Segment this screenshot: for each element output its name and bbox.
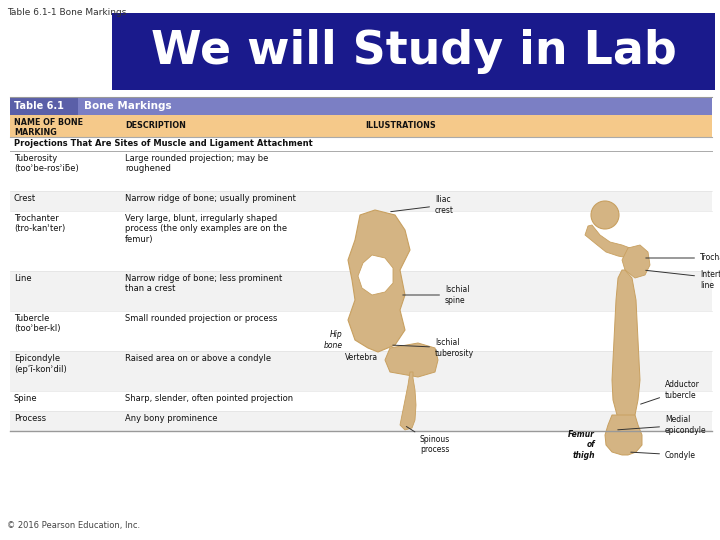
Bar [10, 351, 712, 391]
Text: Table 6.1-1 Bone Markings: Table 6.1-1 Bone Markings [7, 8, 127, 17]
Text: Process: Process [14, 414, 46, 423]
PathPatch shape [605, 415, 642, 455]
Bar [10, 97, 712, 115]
Text: Trochanter: Trochanter [646, 253, 720, 262]
PathPatch shape [585, 225, 630, 258]
Text: Bone Markings: Bone Markings [84, 101, 171, 111]
Bar [10, 211, 712, 271]
Text: DESCRIPTION: DESCRIPTION [125, 122, 186, 131]
Text: Condyle: Condyle [631, 450, 696, 460]
Text: Raised area on or above a condyle: Raised area on or above a condyle [125, 354, 271, 363]
PathPatch shape [400, 372, 416, 430]
Text: Large rounded projection; may be
roughened: Large rounded projection; may be roughen… [125, 154, 269, 173]
Text: Narrow ridge of bone; usually prominent: Narrow ridge of bone; usually prominent [125, 194, 296, 203]
Text: Intertrochanteric
line: Intertrochanteric line [646, 271, 720, 289]
Bar [10, 115, 712, 137]
Text: Epicondyle
(epʹī-konʾdil): Epicondyle (epʹī-konʾdil) [14, 354, 67, 374]
Text: Very large, blunt, irregularly shaped
process (the only examples are on the
femu: Very large, blunt, irregularly shaped pr… [125, 214, 287, 244]
Text: Ischial
spine: Ischial spine [402, 285, 469, 305]
Text: Ischial
tuberosity: Ischial tuberosity [393, 338, 474, 357]
Text: Crest: Crest [14, 194, 36, 203]
Text: Tuberosity
(tooʾbe-rosʾiƃe): Tuberosity (tooʾbe-rosʾiƃe) [14, 154, 78, 173]
Text: Vertebra: Vertebra [345, 354, 378, 362]
Text: Line: Line [14, 274, 32, 283]
Text: NAME OF BONE
MARKING: NAME OF BONE MARKING [14, 118, 83, 137]
Text: We will Study in Lab: We will Study in Lab [150, 29, 676, 74]
Bar [10, 271, 712, 311]
Text: ILLUSTRATIONS: ILLUSTRATIONS [365, 122, 436, 131]
Bar [10, 411, 712, 431]
Text: Iliac
crest: Iliac crest [391, 195, 454, 215]
Text: Narrow ridge of bone; less prominent
than a crest: Narrow ridge of bone; less prominent tha… [125, 274, 282, 293]
Ellipse shape [591, 201, 619, 229]
Text: Table 6.1: Table 6.1 [14, 101, 64, 111]
Text: Small rounded projection or process: Small rounded projection or process [125, 314, 277, 323]
PathPatch shape [358, 255, 393, 295]
PathPatch shape [385, 343, 438, 377]
Bar [10, 191, 712, 211]
Text: Tubercle
(tooʾber-kl): Tubercle (tooʾber-kl) [14, 314, 60, 333]
Text: Femur
of
thigh: Femur of thigh [568, 430, 595, 460]
PathPatch shape [348, 210, 410, 352]
Bar [112, 13, 715, 90]
PathPatch shape [612, 270, 640, 422]
Text: Any bony prominence: Any bony prominence [125, 414, 217, 423]
Text: Medial
epicondyle: Medial epicondyle [618, 415, 706, 435]
Bar [10, 97, 78, 115]
PathPatch shape [622, 245, 650, 278]
Bar [10, 391, 712, 411]
Text: Sharp, slender, often pointed projection: Sharp, slender, often pointed projection [125, 394, 293, 403]
Text: Spine: Spine [14, 394, 37, 403]
Text: Projections That Are Sites of Muscle and Ligament Attachment: Projections That Are Sites of Muscle and… [14, 139, 312, 148]
Text: Adductor
tubercle: Adductor tubercle [641, 380, 700, 404]
Text: © 2016 Pearson Education, Inc.: © 2016 Pearson Education, Inc. [7, 521, 140, 530]
Text: Spinous
process: Spinous process [406, 427, 450, 454]
Text: Hip
bone: Hip bone [324, 330, 343, 350]
Bar [10, 151, 712, 191]
Text: Trochanter
(tro-kanʾter): Trochanter (tro-kanʾter) [14, 214, 66, 233]
Bar [10, 311, 712, 351]
